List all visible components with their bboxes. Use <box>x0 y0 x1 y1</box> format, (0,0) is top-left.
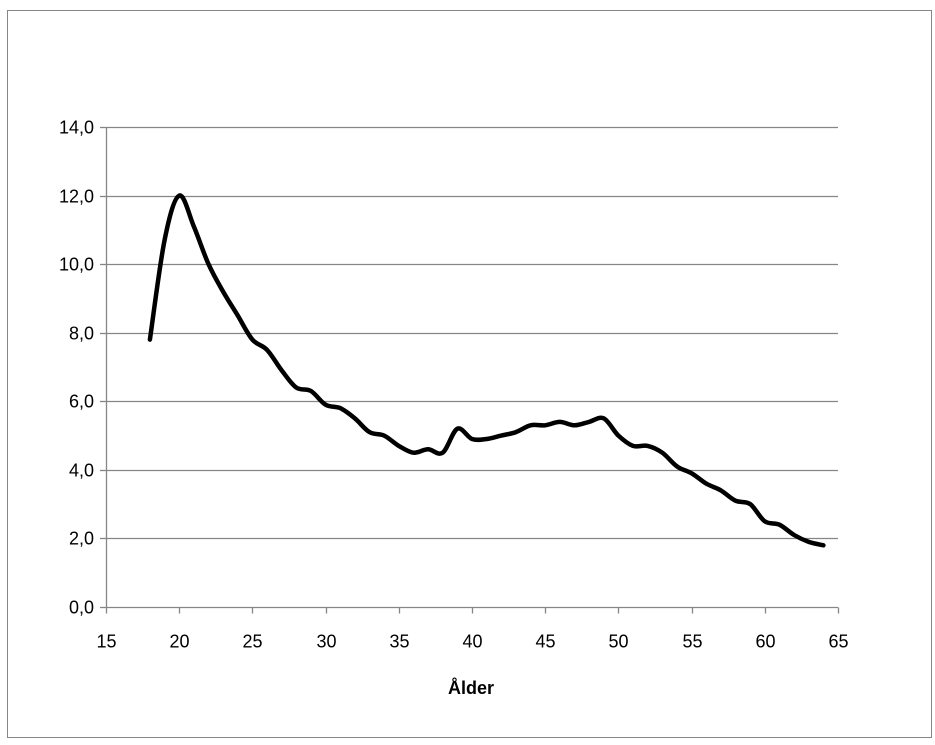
data-point <box>733 499 737 503</box>
data-point <box>294 385 298 389</box>
data-point <box>572 423 576 427</box>
data-point <box>382 433 386 437</box>
data-point <box>689 471 693 475</box>
y-tick-label: 14,0 <box>59 118 94 138</box>
data-point <box>704 481 708 485</box>
data-point <box>265 348 269 352</box>
data-point <box>280 368 284 372</box>
data-point <box>221 289 225 293</box>
x-tick-label: 65 <box>828 632 848 652</box>
data-point <box>162 238 166 242</box>
data-point <box>499 433 503 437</box>
data-point <box>353 416 357 420</box>
data-point <box>206 262 210 266</box>
data-point <box>441 451 445 455</box>
data-point <box>397 444 401 448</box>
y-tick-label: 12,0 <box>59 187 94 207</box>
data-point <box>367 430 371 434</box>
data-point <box>587 420 591 424</box>
data-point <box>719 488 723 492</box>
x-tick-label: 15 <box>96 632 116 652</box>
data-point <box>821 543 825 547</box>
data-point <box>543 423 547 427</box>
data-point <box>338 406 342 410</box>
series-line <box>147 193 826 548</box>
x-tick-label: 30 <box>316 632 336 652</box>
gridlines <box>106 126 838 540</box>
x-tick-label: 45 <box>535 632 555 652</box>
y-tick-label: 4,0 <box>69 461 94 481</box>
data-point <box>807 540 811 544</box>
tick-labels: 0,0 2,0 4,0 6,0 8,0 10,0 12,0 14,0 15 20 25 30 35 40 4… <box>59 118 849 652</box>
data-point <box>763 519 767 523</box>
data-point <box>484 437 488 441</box>
data-point <box>177 193 181 197</box>
data-point <box>646 444 650 448</box>
data-point <box>616 433 620 437</box>
x-tick-label: 55 <box>682 632 702 652</box>
data-point <box>455 427 459 431</box>
x-tick-label: 60 <box>755 632 775 652</box>
y-tick-label: 6,0 <box>69 392 94 412</box>
x-tick-label: 25 <box>242 632 262 652</box>
data-point <box>660 451 664 455</box>
data-point <box>236 313 240 317</box>
data-point <box>528 423 532 427</box>
data-point <box>558 420 562 424</box>
y-tick-label: 0,0 <box>69 598 94 618</box>
chart-border <box>7 10 932 738</box>
data-point <box>602 416 606 420</box>
data-point <box>777 523 781 527</box>
x-tick-label: 50 <box>608 632 628 652</box>
series-group <box>147 193 826 548</box>
axes <box>100 126 840 614</box>
y-tick-label: 2,0 <box>69 529 94 549</box>
data-point <box>426 447 430 451</box>
data-point <box>748 502 752 506</box>
data-point <box>631 444 635 448</box>
data-point <box>323 403 327 407</box>
data-point <box>250 337 254 341</box>
x-tick-label: 20 <box>169 632 189 652</box>
data-point <box>792 533 796 537</box>
y-tick-label: 10,0 <box>59 255 94 275</box>
data-point <box>192 224 196 228</box>
x-tick-label: 40 <box>462 632 482 652</box>
data-point <box>675 464 679 468</box>
data-point <box>309 389 313 393</box>
y-tick-label: 8,0 <box>69 324 94 344</box>
data-point <box>148 337 152 341</box>
x-tick-label: 35 <box>389 632 409 652</box>
x-axis-title: Ålder <box>448 678 494 698</box>
data-point <box>411 451 415 455</box>
data-point <box>514 430 518 434</box>
data-point <box>470 437 474 441</box>
